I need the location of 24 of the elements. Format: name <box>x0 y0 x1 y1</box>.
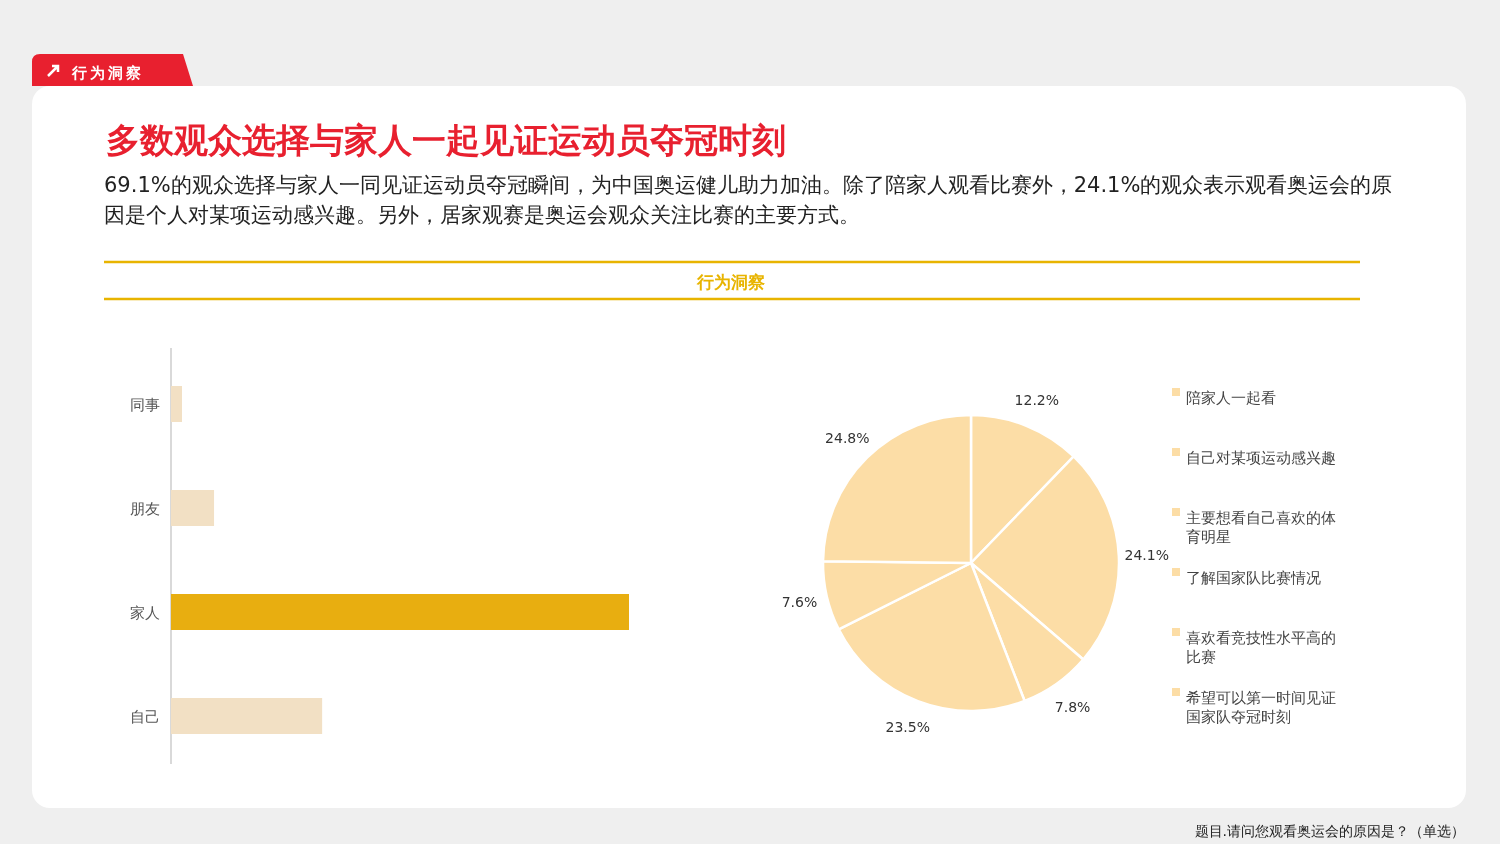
legend-label: 希望可以第一时间见证国家队夺冠时刻 <box>1186 689 1336 726</box>
y-tick-label: 自己 <box>130 708 160 726</box>
legend-label: 陪家人一起看 <box>1186 389 1276 407</box>
data-label: 24.1% <box>1124 546 1170 563</box>
bar <box>171 698 323 734</box>
legend-label: 喜欢看竞技性水平高的比赛 <box>1186 629 1336 666</box>
bar <box>171 386 182 422</box>
data-label: 24.8% <box>825 429 870 446</box>
y-tick-label: 同事 <box>130 396 160 414</box>
text: 题目.请问您观看奥运会的原因是？（单选） <box>1194 823 1465 839</box>
text: 69.1%的观众选择与家人一同见证运动员夺冠瞬间，为中国奥运健儿助力加油。除了陪家人观看比赛外，24.1%的观众表示观看奥运会的原因是个人对某项运动感兴趣。另外，居家观赛是奥运会观众关注比赛的主要方式。 <box>104 172 1394 229</box>
data-label: 7.6% <box>781 594 818 611</box>
data-label: 7.8% <box>1054 698 1091 715</box>
bar <box>171 490 215 526</box>
data-label: 12.2% <box>1014 391 1060 408</box>
chart-title: 多数观众选择与家人一起见证运动员夺冠时刻 <box>106 120 786 160</box>
legend-label: 了解国家队比赛情况 <box>1186 569 1321 587</box>
bar <box>171 594 629 630</box>
legend-label: 自己对某项运动感兴趣 <box>1186 449 1336 467</box>
text: 行为洞察 <box>696 272 765 292</box>
y-tick-label: 家人 <box>130 604 160 622</box>
legend-label: 主要想看自己喜欢的体育明星 <box>1186 509 1336 546</box>
data-label: 23.5% <box>885 719 930 736</box>
y-tick-label: 朋友 <box>130 500 160 518</box>
